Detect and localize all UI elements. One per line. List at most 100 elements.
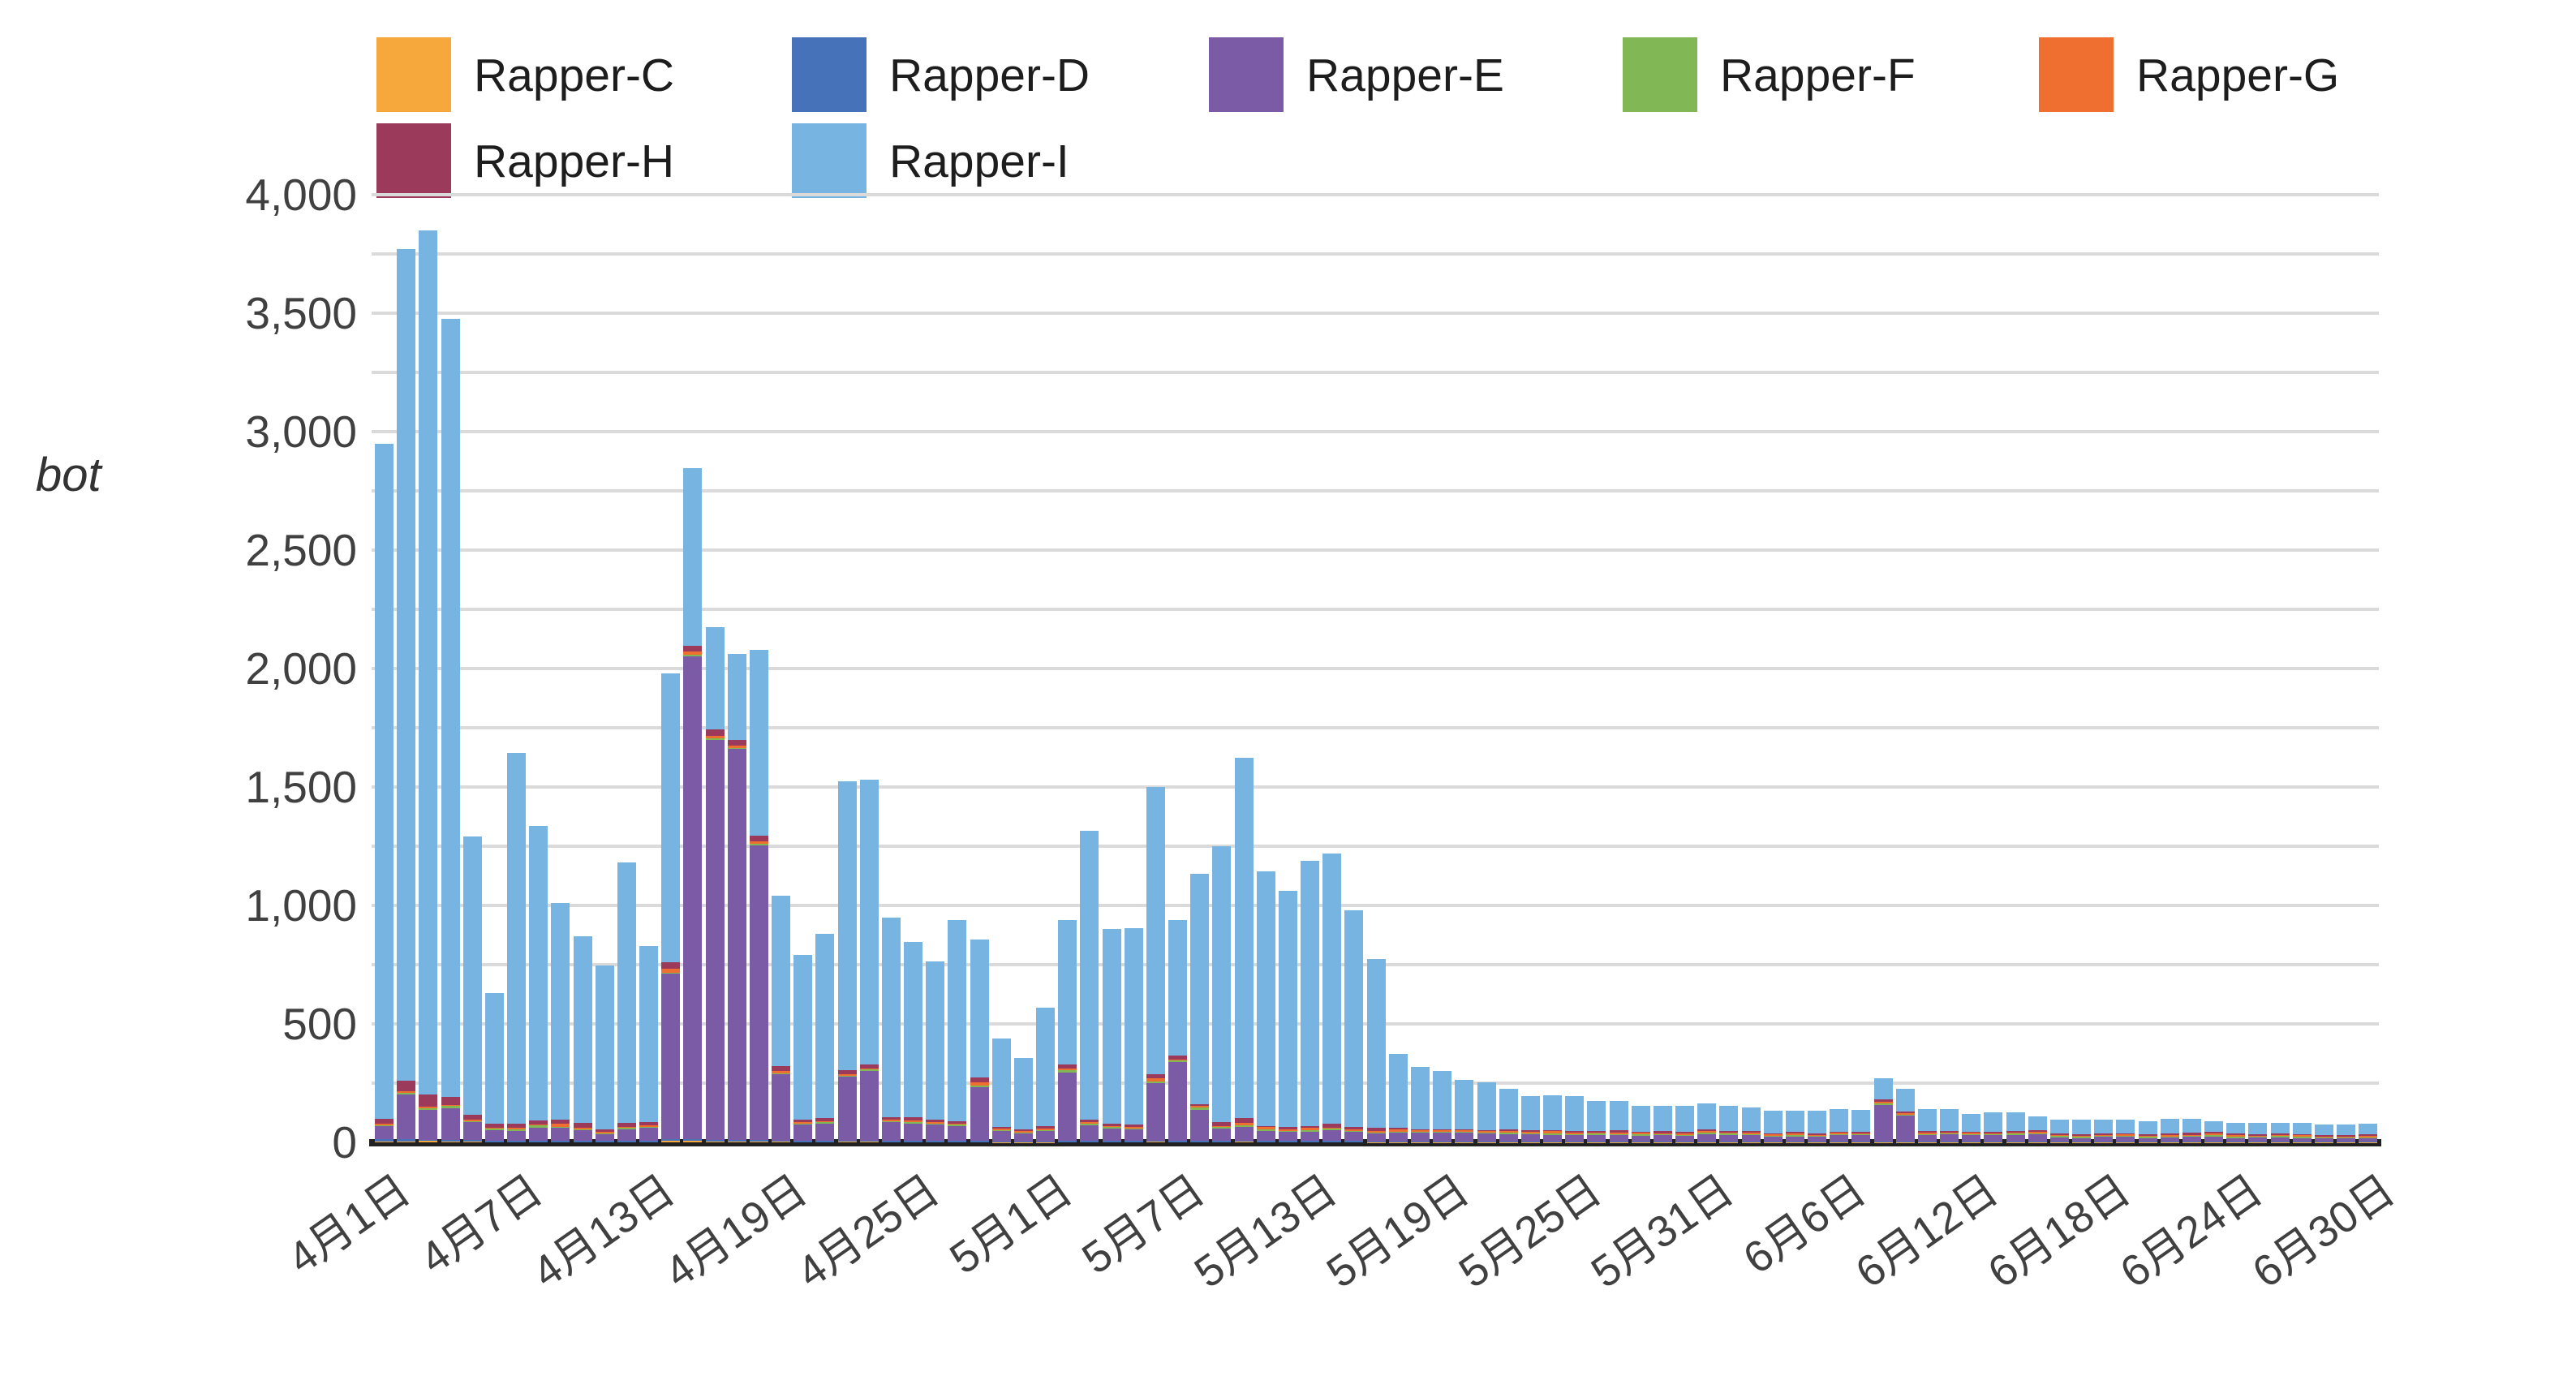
bar-segment: [904, 1141, 922, 1143]
bar-segment: [1014, 1131, 1033, 1133]
bar-segment: [485, 1127, 504, 1129]
bar-segment: [1389, 1141, 1408, 1143]
bar-segment: [1080, 1119, 1099, 1123]
bar-segment: [1477, 1133, 1496, 1142]
bar-segment: [1499, 1133, 1518, 1134]
bar-segment: [596, 1133, 614, 1141]
bar-segment: [2139, 1120, 2157, 1134]
bar-segment: [1433, 1132, 1451, 1142]
bar-segment: [2072, 1136, 2091, 1138]
bar-segment: [683, 656, 702, 1140]
bar-segment: [375, 1126, 393, 1140]
bar-segment: [463, 1120, 482, 1123]
bar-segment: [617, 1141, 636, 1143]
bar-segment: [1808, 1133, 1826, 1135]
bar-segment: [551, 1124, 570, 1127]
bar-segment: [815, 1122, 834, 1124]
x-tick-label: 6月24日: [2111, 1165, 2272, 1298]
bar-segment: [1367, 1133, 1386, 1142]
bar-segment: [551, 1126, 570, 1129]
bar-segment: [617, 1129, 636, 1141]
bar-segment: [1036, 1007, 1055, 1127]
bar-segment: [1322, 1127, 1341, 1129]
bar-segment: [1433, 1129, 1451, 1131]
bar-segment: [683, 651, 702, 656]
bar-segment: [1984, 1132, 2002, 1133]
bar-segment: [1344, 1141, 1363, 1142]
bar-segment: [1896, 1089, 1915, 1112]
bar-segment: [728, 654, 746, 740]
bar-segment: [904, 1140, 922, 1142]
bar-segment: [882, 1141, 901, 1143]
bar-segment: [1874, 1102, 1893, 1104]
bar-segment: [1389, 1053, 1408, 1129]
bar-segment: [2337, 1136, 2355, 1137]
bar-segment: [1697, 1130, 1716, 1133]
bar-segment: [1896, 1112, 1915, 1113]
bar-segment: [2248, 1135, 2267, 1137]
bar-segment: [1764, 1136, 1783, 1142]
bar-segment: [1301, 860, 1319, 1126]
bar-segment: [992, 1129, 1011, 1132]
bar-segment: [485, 1129, 504, 1130]
bar-segment: [1719, 1130, 1738, 1133]
bar-segment: [2359, 1137, 2377, 1139]
bar-segment: [1125, 1127, 1143, 1129]
legend-swatch-rapper-d-icon: [792, 37, 867, 112]
bar-segment: [507, 1131, 526, 1141]
bar-segment: [1411, 1132, 1430, 1142]
bar-segment: [948, 919, 966, 1121]
bar-segment: [815, 1120, 834, 1123]
bar-segment: [793, 955, 812, 1120]
y-tick-label: 2,500: [245, 525, 357, 575]
bar-segment: [1632, 1131, 1650, 1133]
bar-segment: [793, 1123, 812, 1125]
bar-segment: [970, 1141, 989, 1143]
bar-segment: [772, 1141, 790, 1143]
bar-segment: [1742, 1141, 1761, 1143]
bar-segment: [2248, 1134, 2267, 1136]
bar-segment: [1521, 1131, 1540, 1133]
bar-segment: [1477, 1082, 1496, 1130]
bar-segment: [1301, 1125, 1319, 1129]
bar-segment: [992, 1127, 1011, 1129]
bar-segment: [441, 1106, 460, 1108]
bar-segment: [1080, 1122, 1099, 1125]
gridline: [372, 845, 2379, 848]
bar-segment: [1742, 1133, 1761, 1136]
bar-segment: [728, 1140, 746, 1142]
bar-segment: [574, 1122, 592, 1129]
bar-segment: [1455, 1131, 1473, 1133]
bar-segment: [1235, 757, 1254, 1118]
bar-segment: [2006, 1130, 2025, 1133]
bar-segment: [2315, 1125, 2333, 1135]
bar-segment: [529, 1141, 548, 1143]
gridline: [372, 193, 2379, 196]
bar-segment: [970, 1077, 989, 1083]
bar-segment: [529, 826, 548, 1121]
bar-segment: [551, 1119, 570, 1125]
bar-segment: [463, 1114, 482, 1120]
bar-segment: [1962, 1113, 1980, 1132]
bar-segment: [1764, 1133, 1783, 1135]
bar-segment: [2116, 1133, 2135, 1135]
bar-segment: [992, 1129, 1011, 1130]
bar-segment: [1257, 1127, 1275, 1130]
bar-segment: [1499, 1133, 1518, 1142]
bar-segment: [1874, 1104, 1893, 1142]
bar-segment: [860, 1068, 879, 1070]
bar-segment: [1719, 1105, 1738, 1131]
gridline: [372, 608, 2379, 611]
bar-segment: [617, 1123, 636, 1127]
bar-segment: [1851, 1132, 1870, 1133]
bar-segment: [1610, 1133, 1628, 1136]
bar-segment: [639, 945, 658, 1122]
bar-segment: [1808, 1110, 1826, 1133]
bar-segment: [463, 1122, 482, 1141]
bar-segment: [1675, 1105, 1694, 1133]
bar-segment: [1654, 1130, 1672, 1133]
bar-segment: [1587, 1132, 1606, 1134]
bar-segment: [2204, 1133, 2223, 1136]
bar-segment: [1433, 1071, 1451, 1129]
bar-segment: [1786, 1135, 1804, 1142]
